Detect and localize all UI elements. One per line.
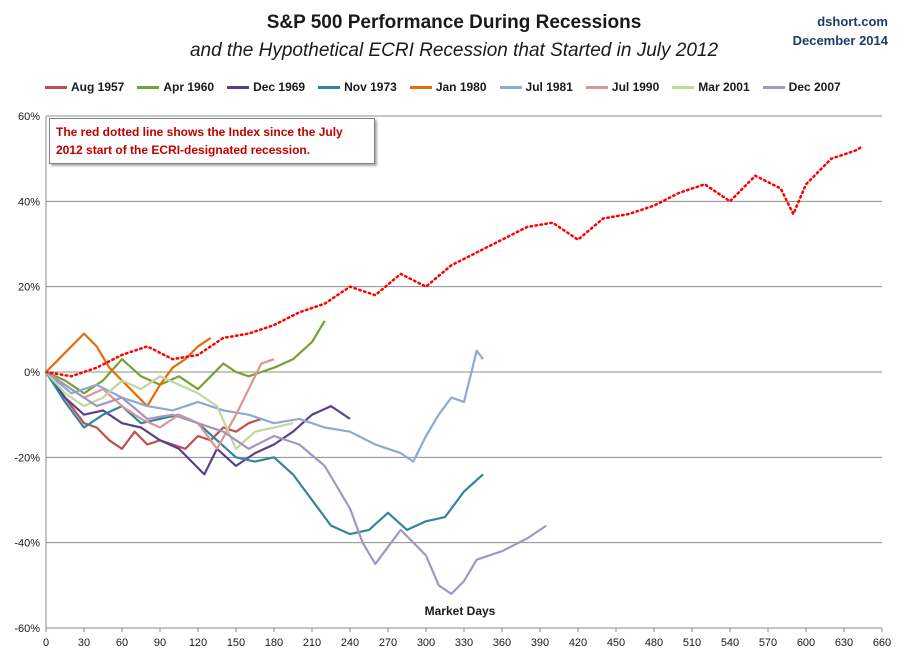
x-tick-label: 60	[116, 637, 128, 649]
legend-label: Jul 1981	[525, 80, 573, 94]
series-lines	[44, 144, 865, 596]
legend-swatch	[45, 85, 67, 89]
series-line-jul-1981	[45, 349, 484, 463]
series-line-jul-2012-ecri-	[44, 144, 865, 378]
legend: Aug 1957 Apr 1960 Dec 1969 Nov 1973 Jan 1980…	[45, 80, 841, 94]
y-tick-label: -20%	[14, 452, 40, 464]
x-tick-label: 270	[379, 637, 397, 649]
x-tick-label: 420	[569, 637, 587, 649]
x-tick-label: 570	[759, 637, 777, 649]
annotation-box: The red dotted line shows the Index sinc…	[49, 118, 375, 164]
x-axis-label: Market Days	[424, 604, 496, 618]
source-label: dshort.com	[817, 14, 888, 29]
legend-swatch	[672, 85, 695, 89]
x-tick-label: 600	[797, 637, 815, 649]
legend-swatch	[409, 85, 432, 89]
legend-item: Dec 1969	[227, 80, 305, 94]
chart-title: S&P 500 Performance During Recessions	[266, 12, 642, 33]
series-line-apr-1960	[45, 320, 326, 395]
x-tick-label: 30	[78, 637, 90, 649]
series-line-mar-2001	[45, 371, 294, 450]
x-tick-label: 300	[417, 637, 435, 649]
series-line-aug-1957	[45, 371, 262, 450]
chart-subtitle: and the Hypothetical ECRI Recession that…	[189, 40, 719, 61]
x-tick-label: 210	[303, 637, 321, 649]
y-tick-label: -60%	[14, 623, 40, 635]
chart-source: dshort.com December 2014	[793, 12, 888, 50]
y-tick-label: 40%	[18, 196, 40, 208]
grid-lines	[46, 115, 882, 629]
series-line-jan-1980	[45, 332, 212, 408]
date-label: December 2014	[792, 33, 888, 48]
x-tick-label: 480	[645, 637, 663, 649]
legend-swatch	[227, 85, 250, 89]
legend-item: Nov 1973	[318, 80, 397, 94]
x-tick-label: 90	[154, 637, 166, 649]
x-axis-ticks: 0 30 60 90 120 150 180 210 240 270 300 330 360 390 420…	[43, 628, 891, 649]
x-tick-label: 450	[607, 637, 625, 649]
x-tick-label: 390	[531, 637, 549, 649]
legend-swatch	[137, 85, 160, 89]
series-line-jul-1990	[45, 358, 275, 450]
y-tick-label: 60%	[18, 111, 40, 123]
legend-label: Mar 2001	[698, 80, 750, 94]
series-line-nov-1973	[45, 371, 484, 536]
legend-item: Jul 1981	[499, 80, 573, 94]
legend-label: Aug 1957	[71, 80, 125, 94]
legend-label: Dec 2007	[788, 80, 841, 94]
y-tick-label: 20%	[18, 282, 40, 294]
legend-swatch	[585, 85, 608, 89]
legend-label: Apr 1960	[163, 80, 215, 94]
x-tick-label: 120	[189, 637, 207, 649]
y-axis-ticks: -60% -40% -20% 0% 20% 40% 60%	[14, 111, 40, 635]
legend-item: Dec 2007	[762, 80, 841, 94]
legend-item: Mar 2001	[672, 80, 750, 94]
x-tick-label: 150	[227, 637, 245, 649]
series-line-dec-2007	[45, 371, 547, 596]
x-tick-label: 240	[341, 637, 359, 649]
legend-swatch	[762, 85, 785, 89]
x-tick-label: 630	[835, 637, 853, 649]
x-tick-label: 510	[683, 637, 701, 649]
y-tick-label: 0%	[24, 367, 40, 379]
x-tick-label: 540	[721, 637, 739, 649]
legend-swatch	[318, 85, 341, 89]
legend-label: Dec 1969	[253, 80, 306, 94]
legend-item: Apr 1960	[137, 80, 214, 94]
legend-swatch	[499, 85, 522, 89]
x-tick-label: 330	[455, 637, 473, 649]
series-line-dec-1969	[45, 371, 351, 476]
legend-item: Jul 1990	[585, 80, 660, 94]
x-tick-label: 660	[873, 637, 891, 649]
legend-item: Jan 1980	[409, 80, 487, 94]
legend-label: Nov 1973	[344, 80, 397, 94]
legend-label: Jan 1980	[435, 80, 487, 94]
x-tick-label: 180	[265, 637, 283, 649]
legend-item: Aug 1957	[45, 80, 124, 94]
y-tick-label: -40%	[14, 538, 40, 550]
legend-label: Jul 1990	[611, 80, 660, 94]
x-tick-label: 360	[493, 637, 511, 649]
x-tick-label: 0	[43, 637, 49, 649]
